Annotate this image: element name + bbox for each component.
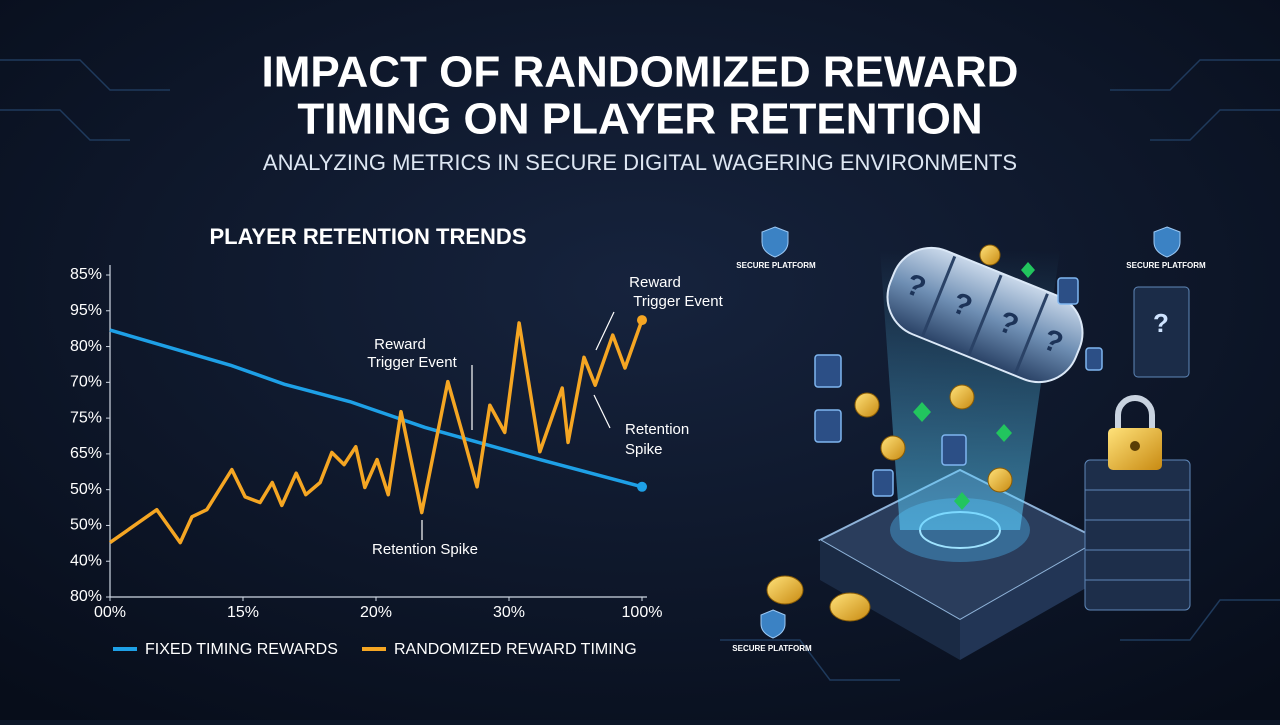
x-tick-label: 20%: [360, 604, 392, 621]
y-tick-label: 70%: [70, 374, 102, 391]
platform-side: [960, 540, 1100, 660]
y-tick-label: 65%: [70, 445, 102, 462]
circuit-lines: [0, 59, 1280, 681]
annotation: Reward: [374, 336, 426, 353]
y-tick-label: 85%: [70, 266, 102, 283]
platform-label: SECURE PLATFORM: [1126, 261, 1206, 270]
annotation: Retention Spike: [372, 541, 478, 558]
padlock: [1108, 395, 1162, 470]
x-tick-label: 30%: [493, 604, 525, 621]
series-line: [108, 319, 644, 545]
legend-label: RANDOMIZED REWARD TIMING: [394, 641, 637, 658]
shields: [760, 226, 1181, 639]
annotation: Trigger Event: [367, 354, 457, 371]
x-tick-label: 15%: [227, 604, 259, 621]
end-point: [637, 481, 647, 492]
subtitle: ANALYZING METRICS IN SECURE DIGITAL WAGE…: [263, 150, 1017, 175]
y-tick-label: 50%: [70, 481, 102, 498]
platform-label: SECURE PLATFORM: [732, 644, 812, 653]
annotation: Trigger Event: [633, 293, 723, 310]
legend-label: FIXED TIMING REWARDS: [145, 641, 338, 658]
y-tick-label: 80%: [70, 338, 102, 355]
y-tick-label: 95%: [70, 302, 102, 319]
annotation: Retention: [625, 421, 689, 438]
coins: [766, 244, 1013, 622]
chart: 80% 40% 50% 50% 65% 75% 70% 80% 95% 85% 00% 15% 20% 3…: [70, 265, 662, 658]
cards: [814, 277, 1103, 497]
y-tick-label: 75%: [70, 409, 102, 426]
platform-label: SECURE PLATFORM: [736, 261, 816, 270]
gems: [913, 262, 1035, 510]
end-point: [637, 315, 647, 326]
x-tick-label: 00%: [94, 604, 126, 621]
slot-drum: ? ? ? ?: [886, 246, 1084, 384]
annotation-leaders: [421, 311, 615, 540]
series-line: [109, 328, 643, 489]
annotation: Spike: [625, 441, 663, 458]
panel-icon: ?: [1153, 308, 1169, 338]
y-tick-label: 50%: [70, 517, 102, 534]
title-line: TIMING ON PLAYER RETENTION: [297, 95, 982, 144]
x-tick-label: 100%: [622, 604, 663, 621]
info-panel: [1133, 286, 1190, 378]
platform-side: [820, 540, 960, 660]
title-line: IMPACT OF RANDOMIZED REWARD: [262, 48, 1019, 97]
platform-labels: SECURE PLATFORM SECURE PLATFORM SECURE P…: [732, 261, 1206, 653]
annotations: Reward Trigger Event Reward Trigger Even…: [367, 274, 723, 558]
server-rack: [1084, 459, 1191, 611]
annotation: Reward: [629, 274, 681, 291]
y-tick-label: 80%: [70, 588, 102, 605]
chart-title: PLAYER RETENTION TRENDS: [209, 224, 526, 249]
y-tick-label: 40%: [70, 552, 102, 569]
illustration: ? ? ? ? ?: [732, 226, 1206, 660]
